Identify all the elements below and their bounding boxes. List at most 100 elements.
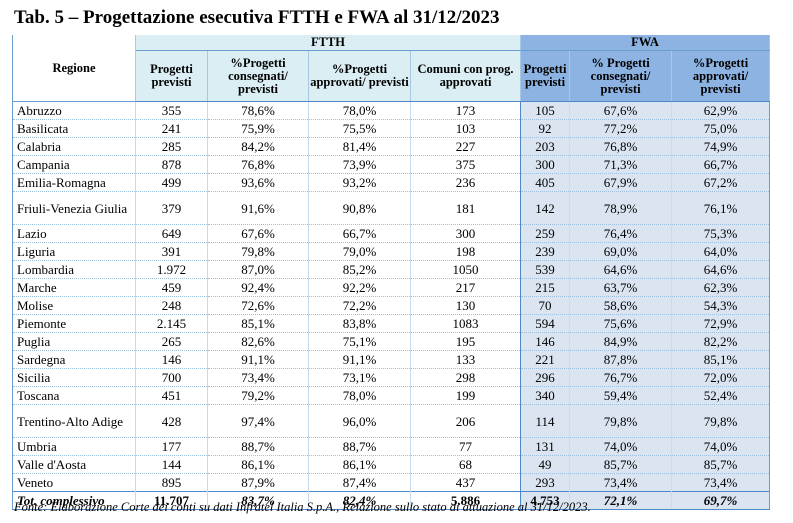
cell-fwa-consegnati: 73,4% (569, 473, 672, 492)
cell-fwa-approvati: 62,3% (671, 278, 771, 297)
cell-fwa-consegnati: 76,8% (569, 137, 672, 156)
cell-ftth-comuni: 300 (409, 224, 521, 243)
cell-ftth-progetti-previsti: 379 (135, 191, 208, 225)
cell-regione: Toscana (12, 386, 136, 405)
source-note: Fonte: Elaborazione Corte dei conti su d… (14, 500, 591, 514)
cell-fwa-approvati: 75,0% (671, 119, 771, 138)
total-row: Tot. complessivo 11.707 83,7% 82,4% 5.886 4.7… (12, 491, 771, 510)
cell-ftth-approvati: 83,8% (308, 314, 411, 333)
cell-fwa-approvati: 62,9% (671, 101, 771, 120)
cell-ftth-consegnati: 86,1% (207, 455, 309, 474)
total-ftth-progetti-previsti: 11.707 (135, 491, 208, 510)
cell-ftth-approvati: 66,7% (308, 224, 411, 243)
cell-fwa-progetti-previsti: 293 (520, 473, 570, 492)
cell-ftth-progetti-previsti: 895 (135, 473, 208, 492)
cell-fwa-approvati: 64,0% (671, 242, 771, 261)
cell-ftth-comuni: 1050 (409, 260, 521, 279)
cell-ftth-comuni: 199 (409, 386, 521, 405)
cell-fwa-progetti-previsti: 131 (520, 437, 570, 456)
table-body: Abruzzo 355 78,6% 78,0% 173 105 67,6% 62,9% Basi… (12, 101, 771, 510)
cell-fwa-consegnati: 76,7% (569, 368, 672, 387)
cell-fwa-consegnati: 69,0% (569, 242, 672, 261)
cell-fwa-consegnati: 64,6% (569, 260, 672, 279)
cell-fwa-progetti-previsti: 221 (520, 350, 570, 369)
cell-ftth-consegnati: 75,9% (207, 119, 309, 138)
cell-ftth-approvati: 87,4% (308, 473, 411, 492)
cell-fwa-approvati: 64,6% (671, 260, 771, 279)
cell-regione: Friuli-Venezia Giulia (12, 191, 136, 225)
cell-fwa-progetti-previsti: 594 (520, 314, 570, 333)
header-ftth: FTTH (134, 35, 522, 51)
total-fwa-approvati: 69,7% (671, 491, 771, 510)
table-row: Lazio 649 67,6% 66,7% 300 259 76,4% 75,3% (12, 224, 771, 243)
header-fwa-consegnati: % Progetti consegnati/ previsti (569, 50, 673, 102)
cell-ftth-progetti-previsti: 700 (135, 368, 208, 387)
cell-ftth-approvati: 72,2% (308, 296, 411, 315)
cell-fwa-consegnati: 84,9% (569, 332, 672, 351)
cell-ftth-approvati: 78,0% (308, 386, 411, 405)
cell-regione: Liguria (12, 242, 136, 261)
cell-regione: Molise (12, 296, 136, 315)
cell-ftth-consegnati: 97,4% (207, 404, 309, 438)
header-regione: Regione (12, 35, 136, 102)
cell-regione: Lombardia (12, 260, 136, 279)
cell-ftth-progetti-previsti: 1.972 (135, 260, 208, 279)
cell-fwa-approvati: 52,4% (671, 386, 771, 405)
cell-regione: Marche (12, 278, 136, 297)
table-row: Sicilia 700 73,4% 73,1% 298 296 76,7% 72,0% (12, 368, 771, 387)
cell-ftth-approvati: 86,1% (308, 455, 411, 474)
cell-fwa-progetti-previsti: 49 (520, 455, 570, 474)
total-regione: Tot. complessivo (12, 491, 136, 510)
cell-fwa-progetti-previsti: 296 (520, 368, 570, 387)
table-row: Piemonte 2.145 85,1% 83,8% 1083 594 75,6% 72,9% (12, 314, 771, 333)
cell-ftth-approvati: 96,0% (308, 404, 411, 438)
cell-ftth-progetti-previsti: 146 (135, 350, 208, 369)
cell-ftth-progetti-previsti: 355 (135, 101, 208, 120)
header-fwa: FWA (520, 35, 771, 51)
total-ftth-consegnati: 83,7% (207, 491, 309, 510)
cell-fwa-consegnati: 87,8% (569, 350, 672, 369)
cell-ftth-progetti-previsti: 649 (135, 224, 208, 243)
cell-ftth-consegnati: 93,6% (207, 173, 309, 192)
cell-fwa-consegnati: 77,2% (569, 119, 672, 138)
cell-ftth-progetti-previsti: 177 (135, 437, 208, 456)
cell-fwa-consegnati: 71,3% (569, 155, 672, 174)
cell-fwa-approvati: 74,9% (671, 137, 771, 156)
cell-ftth-consegnati: 79,8% (207, 242, 309, 261)
cell-ftth-consegnati: 88,7% (207, 437, 309, 456)
cell-ftth-approvati: 88,7% (308, 437, 411, 456)
cell-ftth-progetti-previsti: 451 (135, 386, 208, 405)
cell-ftth-approvati: 81,4% (308, 137, 411, 156)
cell-fwa-approvati: 82,2% (671, 332, 771, 351)
cell-ftth-comuni: 227 (409, 137, 521, 156)
cell-ftth-approvati: 92,2% (308, 278, 411, 297)
cell-ftth-consegnati: 84,2% (207, 137, 309, 156)
cell-ftth-consegnati: 91,1% (207, 350, 309, 369)
cell-ftth-comuni: 103 (409, 119, 521, 138)
cell-fwa-progetti-previsti: 114 (520, 404, 570, 438)
cell-ftth-consegnati: 72,6% (207, 296, 309, 315)
table-title: Tab. 5 – Progettazione esecutiva FTTH e … (14, 7, 500, 28)
cell-fwa-consegnati: 63,7% (569, 278, 672, 297)
table-row: Toscana 451 79,2% 78,0% 199 340 59,4% 52,4% (12, 386, 771, 405)
cell-fwa-approvati: 79,8% (671, 404, 771, 438)
cell-regione: Puglia (12, 332, 136, 351)
cell-regione: Sicilia (12, 368, 136, 387)
cell-ftth-approvati: 90,8% (308, 191, 411, 225)
header-ftth-consegnati: %Progetti consegnati/ previsti (207, 50, 309, 102)
cell-regione: Trentino-Alto Adige (12, 404, 136, 438)
cell-ftth-progetti-previsti: 459 (135, 278, 208, 297)
cell-regione: Campania (12, 155, 136, 174)
cell-ftth-progetti-previsti: 265 (135, 332, 208, 351)
cell-ftth-progetti-previsti: 144 (135, 455, 208, 474)
cell-fwa-consegnati: 74,0% (569, 437, 672, 456)
cell-ftth-progetti-previsti: 878 (135, 155, 208, 174)
cell-ftth-comuni: 375 (409, 155, 521, 174)
cell-ftth-consegnati: 73,4% (207, 368, 309, 387)
total-ftth-approvati: 82,4% (308, 491, 411, 510)
cell-regione: Piemonte (12, 314, 136, 333)
cell-fwa-consegnati: 67,6% (569, 101, 672, 120)
cell-fwa-progetti-previsti: 405 (520, 173, 570, 192)
cell-fwa-progetti-previsti: 203 (520, 137, 570, 156)
cell-ftth-comuni: 1083 (409, 314, 521, 333)
